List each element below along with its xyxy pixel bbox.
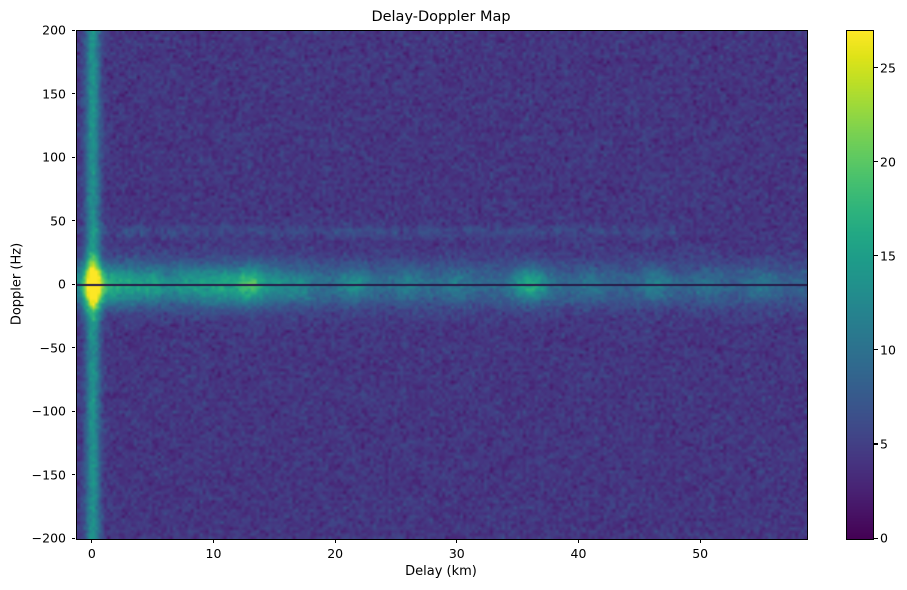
- x-tick-label: 40: [570, 546, 587, 561]
- y-tick-label: 100: [42, 149, 66, 165]
- y-tick-label: −100: [31, 403, 66, 419]
- y-tick-label: 150: [42, 86, 66, 101]
- y-tick-label: −200: [31, 530, 66, 546]
- x-tick-mark: [699, 539, 701, 543]
- x-tick-label: 50: [692, 546, 709, 561]
- y-tick-label: −50: [39, 340, 66, 355]
- x-tick-label: 10: [205, 546, 222, 561]
- y-tick-label: 0: [58, 276, 66, 292]
- y-tick-label: −150: [31, 467, 66, 482]
- colorbar-tick-mark: [874, 537, 878, 539]
- colorbar-tick-mark: [874, 443, 878, 445]
- x-tick-label: 0: [87, 546, 96, 561]
- y-tick-mark: [71, 156, 75, 158]
- y-tick-mark: [71, 347, 75, 349]
- colorbar-tick-label: 20: [880, 154, 896, 170]
- colorbar-tick-mark: [874, 67, 878, 69]
- x-tick-mark: [334, 539, 336, 543]
- y-tick-mark: [71, 93, 75, 95]
- colorbar[interactable]: [846, 30, 874, 540]
- x-tick-mark: [212, 539, 215, 543]
- y-tick-mark: [71, 220, 75, 222]
- heatmap-plot-area[interactable]: [76, 30, 808, 540]
- x-tick-mark: [91, 539, 93, 543]
- x-tick-mark: [456, 539, 458, 543]
- delay-doppler-heatmap[interactable]: [77, 31, 807, 539]
- y-tick-mark: [71, 29, 75, 31]
- y-axis-label: Doppler (Hz): [9, 242, 25, 326]
- colorbar-tick-mark: [874, 255, 878, 257]
- colorbar-tick-label: 25: [880, 60, 896, 76]
- x-tick-mark: [577, 539, 580, 543]
- x-tick-label: 20: [327, 546, 344, 561]
- colorbar-tick-label: 0: [880, 530, 888, 546]
- y-tick-mark: [71, 283, 75, 285]
- colorbar-tick-mark: [874, 161, 878, 163]
- y-tick-label: 200: [42, 22, 66, 38]
- y-tick-label: 50: [50, 213, 66, 228]
- y-tick-mark: [71, 537, 75, 539]
- colorbar-tick-label: 5: [880, 436, 888, 452]
- y-tick-mark: [71, 474, 75, 476]
- colorbar-gradient: [847, 31, 873, 539]
- colorbar-tick-label: 15: [880, 248, 896, 264]
- colorbar-tick-label: 10: [880, 342, 896, 358]
- x-axis-label: Delay (km): [405, 564, 477, 579]
- x-tick-label: 30: [448, 546, 465, 561]
- page-title: Delay-Doppler Map: [371, 9, 511, 25]
- y-tick-mark: [71, 410, 75, 412]
- colorbar-tick-mark: [874, 349, 878, 351]
